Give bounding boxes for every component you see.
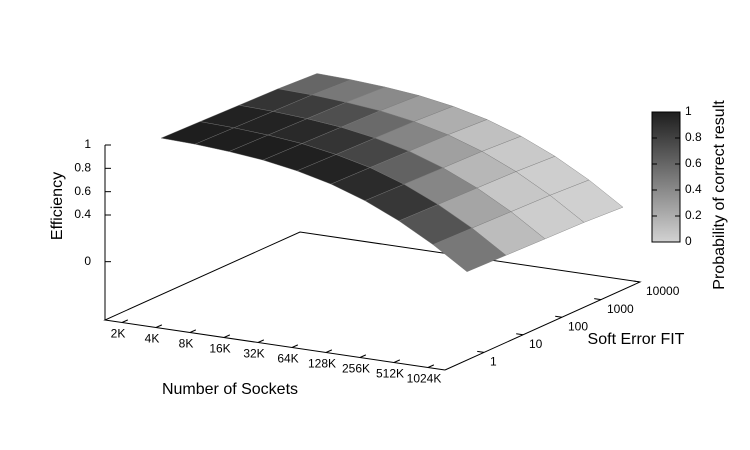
colorbar-tick-label: 0.6 bbox=[685, 156, 702, 170]
x-tick-label: 1024K bbox=[407, 372, 442, 386]
colorbar-tick-label: 0.4 bbox=[685, 182, 702, 196]
y-tick bbox=[477, 350, 485, 353]
x-tick-label: 128K bbox=[308, 357, 336, 371]
x-tick-label: 512K bbox=[376, 367, 404, 381]
y-tick-label: 1 bbox=[490, 355, 497, 369]
x-tick bbox=[189, 329, 197, 333]
x-tick bbox=[121, 319, 129, 323]
y-tick bbox=[555, 315, 563, 318]
colorbar-tick-label: 1 bbox=[685, 104, 692, 118]
colorbar-tick-label: 0.8 bbox=[685, 130, 702, 144]
x-tick-label: 8K bbox=[179, 337, 194, 351]
x-tick-label: 16K bbox=[209, 342, 230, 356]
x-axis-label: Number of Sockets bbox=[162, 381, 298, 398]
y-axis-label: Soft Error FIT bbox=[588, 331, 685, 348]
z-tick-label: 0.6 bbox=[74, 184, 91, 198]
colorbar bbox=[651, 111, 681, 243]
y-tick bbox=[594, 298, 602, 301]
x-tick bbox=[257, 339, 265, 343]
x-tick bbox=[427, 364, 435, 368]
y-tick bbox=[516, 333, 524, 336]
floor-frame bbox=[103, 231, 642, 371]
colorbar-tick-label: 0 bbox=[685, 234, 692, 248]
surface-cell bbox=[432, 227, 507, 272]
colorbar-tick-label: 0.2 bbox=[685, 208, 702, 222]
z-tick-label: 1 bbox=[84, 137, 91, 151]
y-tick-label: 10 bbox=[529, 337, 543, 351]
x-tick bbox=[359, 354, 367, 358]
x-tick-label: 256K bbox=[342, 362, 370, 376]
x-tick-label: 64K bbox=[277, 352, 298, 366]
x-tick bbox=[223, 334, 231, 338]
z-axis-label: Efficiency bbox=[49, 172, 66, 240]
y-tick-label: 1000 bbox=[607, 302, 634, 316]
z-tick-label: 0 bbox=[84, 254, 91, 268]
z-tick-label: 0.8 bbox=[74, 161, 91, 175]
y-tick-label: 100 bbox=[568, 319, 588, 333]
x-tick-label: 32K bbox=[243, 347, 264, 361]
x-tick bbox=[291, 344, 299, 348]
x-tick bbox=[393, 359, 401, 363]
x-tick bbox=[155, 324, 163, 328]
x-tick bbox=[325, 349, 333, 353]
colorbar-label: Probability of correct result bbox=[711, 100, 728, 290]
y-tick bbox=[633, 280, 641, 283]
y-tick-label: 10000 bbox=[646, 284, 680, 298]
z-tick-label: 0.4 bbox=[74, 207, 91, 221]
x-tick-label: 2K bbox=[111, 327, 126, 341]
x-tick-label: 4K bbox=[145, 332, 160, 346]
